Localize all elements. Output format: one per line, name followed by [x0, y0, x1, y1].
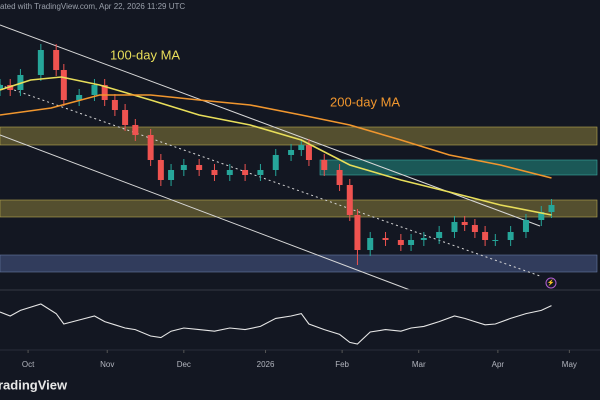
- candle-body: [91, 85, 98, 95]
- candle-body: [336, 170, 343, 185]
- x-tick-label: Mar: [412, 360, 426, 369]
- candle-body: [367, 238, 374, 250]
- candle-body: [196, 165, 203, 170]
- support-zone: [0, 199, 598, 218]
- candle-body: [226, 170, 233, 175]
- candle-body: [354, 215, 361, 250]
- candle-body: [305, 145, 312, 160]
- channel-lower: [0, 134, 411, 291]
- candle-body: [548, 205, 555, 212]
- candle-body: [180, 165, 187, 170]
- candle-body: [461, 222, 468, 225]
- x-tick-label: Apr: [492, 360, 505, 369]
- candle-body: [492, 240, 499, 241]
- moving-average: [0, 76, 552, 216]
- candle-body: [53, 50, 60, 70]
- candle-body: [37, 50, 44, 75]
- channel-mid: [0, 84, 541, 277]
- candle-body: [132, 125, 139, 135]
- candle-body: [436, 232, 443, 238]
- candle-body: [482, 232, 489, 240]
- x-tick-label: May: [562, 360, 577, 369]
- candle-body: [60, 70, 67, 100]
- candle-body: [272, 155, 279, 170]
- header: ated with TradingView.com, Apr 22, 2026 …: [0, 2, 185, 11]
- x-tick-label: Dec: [177, 360, 191, 369]
- candle-body: [157, 160, 164, 180]
- candle-body: [538, 212, 545, 220]
- candle-body: [298, 145, 305, 150]
- candle-body: [257, 170, 264, 175]
- moving-average: [0, 94, 552, 179]
- candle-body: [522, 220, 529, 232]
- logo: radingView: [0, 377, 68, 392]
- candle-body: [76, 95, 83, 100]
- annotation: 100-day MA: [110, 47, 180, 62]
- annotation: 200-day MA: [330, 94, 400, 109]
- event-icon-glyph: ⚡: [547, 279, 554, 287]
- x-tick-label: Nov: [100, 360, 114, 369]
- candle-body: [321, 160, 328, 170]
- candle-body: [288, 150, 295, 155]
- candle-body: [346, 185, 353, 215]
- candle-body: [0, 85, 3, 90]
- candle-body: [420, 238, 427, 240]
- fvg-zone: [319, 159, 598, 176]
- candle-body: [507, 232, 514, 240]
- candle-body: [451, 222, 458, 232]
- candle-body: [168, 170, 175, 180]
- event-icon: [545, 277, 557, 289]
- marks: Oct Nov Dec 2026 Feb Mar Apr May: [0, 44, 577, 369]
- candle-body: [122, 110, 129, 125]
- candle-body: [382, 238, 389, 240]
- x-tick-label: Oct: [22, 360, 35, 369]
- candle-body: [397, 240, 404, 245]
- candle-body: [211, 170, 218, 175]
- demand-zone: [0, 254, 598, 273]
- candle-body: [471, 225, 478, 232]
- candle-body: [242, 170, 249, 175]
- candle-body: [408, 240, 415, 245]
- x-tick-label: Feb: [335, 360, 349, 369]
- candle-body: [101, 85, 108, 100]
- x-tick-label: 2026: [257, 360, 275, 369]
- candle-body: [111, 100, 118, 110]
- rsi-line: [0, 303, 552, 345]
- candle-body: [147, 135, 154, 160]
